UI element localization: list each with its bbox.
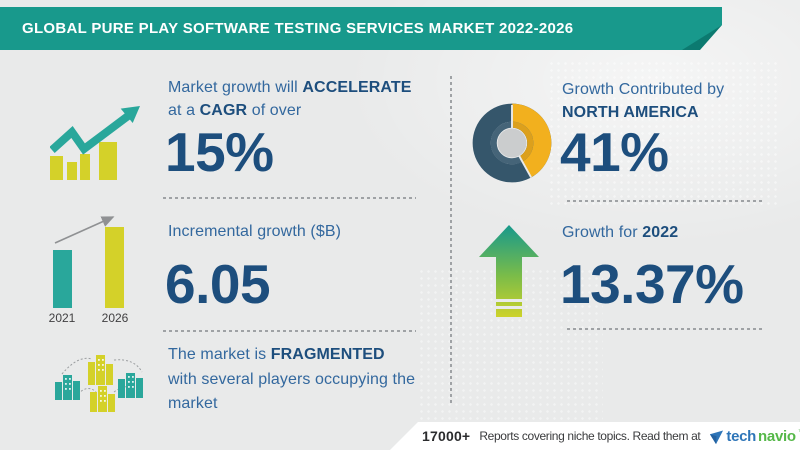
bar-label-start-year: 2021 xyxy=(49,311,76,325)
up-arrow-gradient-icon xyxy=(479,225,539,317)
trademark-symbol: ™ xyxy=(798,428,800,438)
dotted-divider xyxy=(567,328,763,330)
cagr-heading: Market growth will ACCELERATE at a CAGR … xyxy=(168,76,412,122)
structure-fragmented: FRAGMENTED xyxy=(270,346,385,363)
cagr-value: 15% xyxy=(165,121,274,183)
structure-text: with several players occupying the xyxy=(168,370,416,388)
cagr-heading-accelerate: ACCELERATE xyxy=(302,79,412,96)
footer-text: Reports covering niche topics. Read them… xyxy=(479,429,701,443)
dotted-divider xyxy=(567,200,763,202)
title-banner-ribbon xyxy=(0,7,722,50)
buildings-cluster-icon xyxy=(55,355,143,412)
structure-text: The market is xyxy=(168,346,271,363)
incremental-heading: Incremental growth ($B) xyxy=(168,223,342,240)
bar-label-end-year: 2026 xyxy=(102,311,129,325)
technavio-logo[interactable]: technavio™ xyxy=(709,428,800,445)
growth-2022-text: Growth for xyxy=(562,224,643,241)
structure-text: market xyxy=(168,395,218,412)
donut-chart-icon xyxy=(472,103,552,183)
growth-2022-value: 13.37% xyxy=(560,253,744,315)
cagr-heading-text: Market growth will xyxy=(168,79,303,96)
incremental-value: 6.05 xyxy=(165,253,271,315)
footer-bar: 17000+ Reports covering niche topics. Re… xyxy=(390,422,800,450)
growth-2022-heading: Growth for 2022 xyxy=(562,221,678,244)
technavio-arrow-icon xyxy=(710,429,724,444)
growth-2022-year: 2022 xyxy=(642,224,679,241)
market-structure-heading: The market is FRAGMENTED with several pl… xyxy=(168,343,415,417)
cagr-heading-cagr: CAGR xyxy=(199,102,248,119)
brand-tech: tech xyxy=(726,427,757,445)
dotted-divider xyxy=(163,330,416,332)
region-heading-north-america: NORTH AMERICA xyxy=(562,104,699,121)
dotted-divider-vertical xyxy=(450,76,452,404)
page-title: GLOBAL PURE PLAY SOFTWARE TESTING SERVIC… xyxy=(22,20,574,37)
region-heading-text: Growth Contributed by xyxy=(562,81,725,98)
growth-line-chart-icon xyxy=(50,106,140,180)
brand-navio: navio xyxy=(758,427,796,445)
region-heading: Growth Contributed by NORTH AMERICA xyxy=(562,78,724,124)
region-value: 41% xyxy=(560,121,669,183)
cagr-heading-text: at a xyxy=(168,102,200,119)
incremental-bar-chart-icon: 2021 2026 xyxy=(49,216,129,325)
dotted-divider xyxy=(163,197,416,199)
cagr-heading-text: of over xyxy=(247,102,302,119)
report-count: 17000+ xyxy=(422,428,471,444)
